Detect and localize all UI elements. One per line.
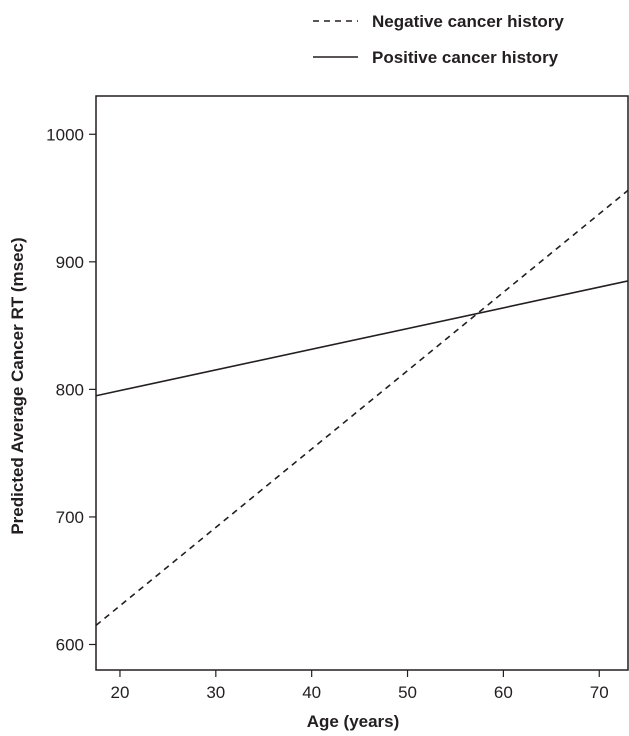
y-axis-title: Predicted Average Cancer RT (msec): [8, 237, 27, 534]
plot-frame: [95, 95, 629, 671]
y-tick-label: 900: [56, 253, 84, 272]
y-tick-label: 600: [56, 635, 84, 654]
legend-label-positive-cancer-history: Positive cancer history: [372, 48, 559, 67]
x-tick-label: 60: [494, 683, 513, 702]
x-tick-label: 20: [111, 683, 130, 702]
x-tick-label: 30: [206, 683, 225, 702]
y-tick-label: 700: [56, 508, 84, 527]
x-tick-label: 50: [398, 683, 417, 702]
x-tick-label: 70: [590, 683, 609, 702]
x-tick-label: 40: [302, 683, 321, 702]
legend-label-negative-cancer-history: Negative cancer history: [372, 12, 564, 31]
series-group: [96, 189, 628, 626]
y-tick-label: 800: [56, 380, 84, 399]
series-line-positive-cancer-history: [96, 280, 628, 397]
x-axis-title: Age (years): [307, 712, 400, 731]
series-line-negative-cancer-history: [96, 189, 628, 626]
x-axis: 20 30 40 50 60 70: [111, 670, 609, 702]
y-axis: 600 700 800 900 1000: [46, 125, 96, 654]
y-tick-label: 1000: [46, 125, 84, 144]
legend: Negative cancer history Positive cancer h…: [313, 12, 564, 67]
